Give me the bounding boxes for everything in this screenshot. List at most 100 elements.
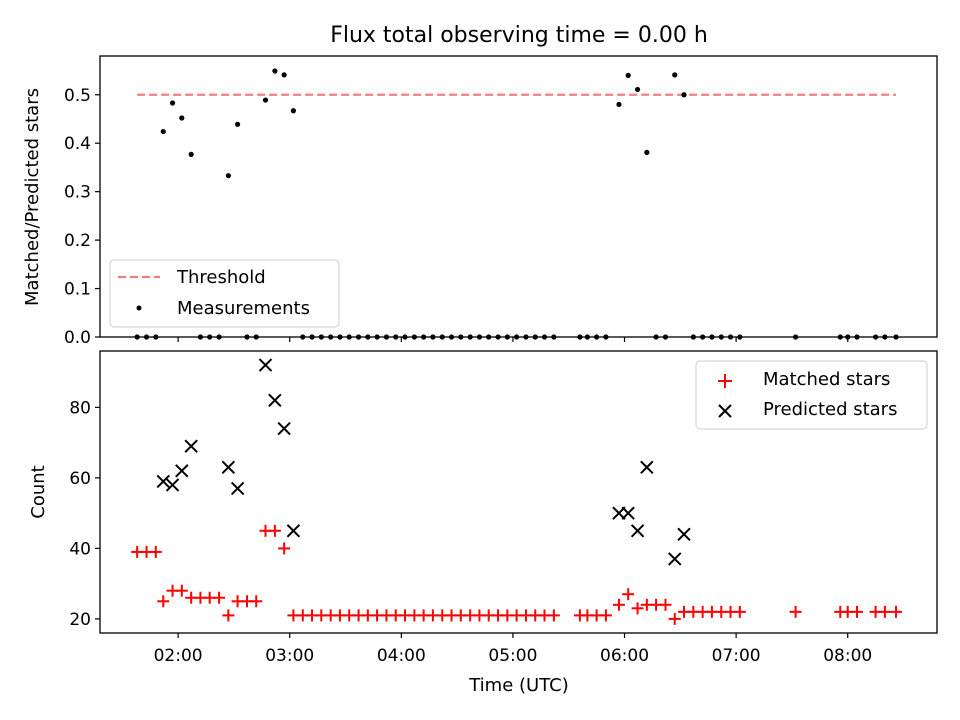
- predicted-star-stroke: [175, 464, 189, 478]
- matched-star-point: [175, 584, 188, 597]
- legend-matched-label: Matched stars: [763, 369, 890, 390]
- matched-star-point: [250, 595, 263, 608]
- matched-star-point: [612, 598, 625, 611]
- predicted-star-stroke: [268, 393, 282, 408]
- x-axis-label: Time (UTC): [468, 675, 569, 696]
- top-x-ticks: [177, 337, 849, 342]
- legend-matched-swatch: [718, 374, 732, 388]
- matched-star-point: [268, 524, 281, 537]
- predicted-star-point: [156, 474, 170, 489]
- matched-star-point: [631, 602, 644, 615]
- top-y-tick-label: 0.2: [64, 231, 91, 251]
- predicted-star-stroke: [677, 527, 691, 542]
- predicted-star-stroke: [258, 358, 273, 372]
- bottom-y-tick-label: 40: [69, 539, 91, 559]
- matched-star-point: [213, 591, 226, 604]
- top-y-ticks: 0.0 0.1 0.2 0.3 0.4 0.5: [64, 86, 100, 348]
- predicted-star-point: [621, 506, 635, 520]
- matched-star-point: [850, 605, 863, 618]
- predicted-star-stroke: [640, 460, 654, 475]
- measurement-point: [672, 72, 678, 78]
- matched-star-point: [622, 588, 635, 601]
- bottom-plot-frame: [99, 350, 938, 634]
- bottom-y-tick-label: 80: [69, 398, 91, 418]
- predicted-star-point: [286, 524, 301, 538]
- top-legend-box: [109, 259, 340, 328]
- predicted-star-point: [277, 421, 291, 436]
- matched-star-point: [733, 605, 746, 618]
- predicted-star-stroke: [277, 421, 291, 436]
- predicted-star-point: [668, 552, 682, 566]
- matched-stars-points: [131, 524, 903, 625]
- matched-star-point: [878, 605, 891, 618]
- predicted-star-point: [630, 524, 645, 538]
- chart-title: Flux total observing time = 0.00 h: [330, 23, 708, 48]
- legend-measurements-label: Measurements: [177, 298, 310, 319]
- predicted-star-point: [230, 481, 245, 496]
- x-tick-label: 06:00: [600, 646, 649, 666]
- measurement-point: [262, 97, 269, 103]
- measurement-point: [616, 101, 622, 108]
- predicted-star-point: [165, 478, 180, 492]
- predicted-star-stroke: [230, 481, 245, 496]
- predicted-star-point: [258, 358, 273, 372]
- bottom-y-axis-label: Count: [28, 465, 49, 518]
- bottom-legend-box: [695, 360, 928, 430]
- matched-star-point: [222, 609, 235, 622]
- measurement-point: [179, 115, 185, 121]
- predicted-star-stroke: [630, 524, 645, 538]
- x-tick-label: 08:00: [823, 646, 872, 666]
- measurement-point: [644, 149, 650, 156]
- measurement-point: [290, 108, 297, 114]
- matched-star-point: [157, 595, 170, 608]
- matched-star-point: [890, 605, 903, 618]
- measurement-point: [634, 86, 641, 93]
- x-tick-label: 05:00: [488, 646, 537, 666]
- predicted-star-stroke: [668, 552, 682, 566]
- measurement-point: [281, 72, 287, 78]
- matched-star-point: [599, 609, 612, 622]
- measurement-point: [188, 151, 194, 157]
- predicted-star-point: [175, 464, 189, 478]
- predicted-star-stroke: [165, 478, 180, 492]
- top-y-tick-label: 0.4: [64, 134, 91, 154]
- matched-star-point: [659, 598, 672, 611]
- bottom-legend: Matched stars Predicted stars: [695, 360, 928, 430]
- measurement-point: [169, 100, 176, 106]
- measurement-point: [160, 128, 166, 135]
- bottom-y-tick-label: 60: [69, 469, 91, 489]
- bottom-x-ticks: 02:00 03:00 04:00 05:00 06:00 07:00 08:00: [154, 633, 872, 666]
- measurement-point: [625, 72, 631, 78]
- predicted-star-stroke: [184, 439, 198, 453]
- top-legend: Threshold Measurements: [109, 259, 340, 328]
- x-tick-label: 02:00: [154, 646, 203, 666]
- matched-star-point: [278, 542, 291, 555]
- matched-star-point: [789, 605, 802, 618]
- matched-star-point: [547, 609, 560, 622]
- x-tick-label: 07:00: [712, 646, 761, 666]
- top-y-tick-label: 0.1: [64, 280, 91, 300]
- x-tick-label: 03:00: [265, 646, 314, 666]
- top-panel: 0.0 0.1 0.2 0.3 0.4 0.5 Matched/Predicted sta…: [22, 55, 938, 348]
- top-plot-frame: [99, 55, 938, 338]
- predicted-star-point: [221, 460, 236, 475]
- legend-threshold-label: Threshold: [176, 267, 266, 288]
- predicted-star-point: [640, 460, 654, 475]
- bottom-y-ticks: 20 40 60 80: [69, 398, 100, 630]
- predicted-star-point: [184, 439, 198, 453]
- legend-measurements-swatch: [136, 305, 142, 311]
- top-y-tick-label: 0.5: [64, 86, 91, 106]
- x-tick-label: 04:00: [377, 646, 426, 666]
- measurement-point: [272, 68, 278, 74]
- legend-predicted-swatch: [718, 404, 732, 418]
- matched-star-point: [149, 545, 162, 558]
- top-y-tick-label: 0.0: [64, 328, 91, 348]
- top-y-tick-label: 0.3: [64, 183, 91, 203]
- predicted-stars-points: [156, 358, 691, 566]
- measurement-point: [235, 121, 241, 127]
- bottom-y-tick-label: 20: [69, 610, 91, 630]
- predicted-star-stroke: [286, 524, 301, 538]
